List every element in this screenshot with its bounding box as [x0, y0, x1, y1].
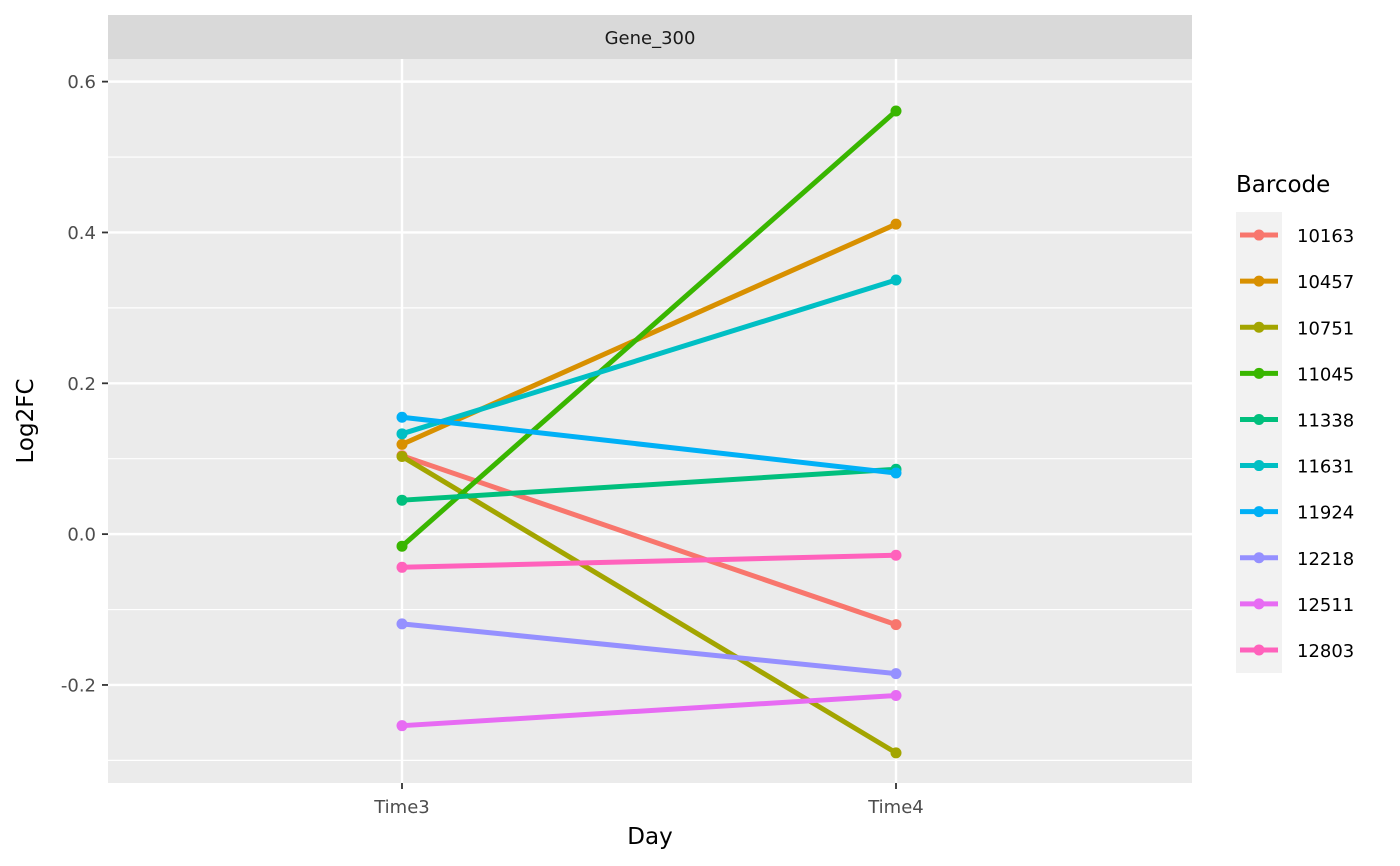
legend-key-point — [1253, 598, 1265, 610]
legend-label: 11338 — [1297, 410, 1354, 431]
legend-key-point — [1253, 367, 1265, 379]
legend-key-point — [1253, 229, 1265, 241]
y-tick-label: 0.6 — [67, 72, 96, 93]
data-point — [396, 494, 408, 506]
x-axis: Time3 Time4 — [373, 783, 924, 818]
legend-label: 11631 — [1297, 457, 1354, 478]
data-point — [396, 561, 408, 573]
legend-key-point — [1253, 552, 1265, 564]
legend-label: 11924 — [1297, 503, 1354, 524]
y-axis-title: Log2FC — [13, 378, 39, 463]
series-11631 — [396, 274, 902, 440]
data-point — [396, 540, 408, 552]
legend-title: Barcode — [1236, 172, 1330, 198]
series-line — [401, 693, 897, 729]
legend-item: 12218 — [1240, 549, 1354, 570]
series-line — [401, 277, 897, 437]
legend-item: 10457 — [1240, 272, 1354, 293]
minor-gridlines — [108, 156, 1192, 761]
data-point — [396, 411, 408, 423]
x-tick-label: Time3 — [373, 797, 430, 818]
data-point — [396, 450, 408, 462]
data-point — [396, 618, 408, 630]
facet-strip — [108, 15, 1192, 59]
legend-item: 11924 — [1240, 503, 1354, 524]
legend-key-point — [1253, 460, 1265, 472]
series-line — [401, 453, 897, 627]
legend-key-point — [1253, 506, 1265, 518]
legend-key-point — [1253, 413, 1265, 425]
series-12803 — [396, 549, 902, 573]
x-axis-title: Day — [627, 824, 672, 850]
data-point — [890, 274, 902, 286]
data-point — [890, 619, 902, 631]
data-point — [890, 467, 902, 479]
y-tick-label: 0.2 — [67, 374, 96, 395]
series-12511 — [396, 690, 902, 732]
series-line — [400, 454, 898, 755]
legend-item: 12511 — [1240, 595, 1354, 616]
y-axis: -0.2 0.0 0.2 0.4 0.6 — [61, 72, 108, 696]
legend-label: 10751 — [1297, 318, 1354, 339]
series-12218 — [396, 618, 902, 680]
data-point — [396, 428, 408, 440]
legend-label: 10163 — [1297, 226, 1354, 247]
legend-key-point — [1253, 321, 1265, 333]
series-line — [401, 621, 897, 677]
data-point — [396, 438, 408, 450]
legend-item: 11631 — [1240, 457, 1354, 478]
series-line — [401, 466, 897, 503]
series-11924 — [396, 411, 902, 479]
data-point — [890, 105, 902, 117]
series-11045 — [396, 105, 902, 552]
legend-item: 10751 — [1240, 318, 1354, 339]
legend-label: 10457 — [1297, 272, 1354, 293]
legend: 10163 10457 10751 11045 11338 11631 11924 12218… — [1236, 212, 1354, 673]
y-tick-label: 0.0 — [67, 525, 96, 546]
legend-label: 12803 — [1297, 641, 1354, 662]
legend-label: 11045 — [1297, 364, 1354, 385]
data-point — [396, 720, 408, 732]
y-tick-label: 0.4 — [67, 223, 96, 244]
legend-item: 10163 — [1240, 226, 1354, 247]
series-line — [401, 552, 897, 570]
series-line — [401, 414, 897, 476]
legend-key-background — [1236, 212, 1282, 673]
legend-label: 12218 — [1297, 549, 1354, 570]
data-point — [890, 218, 902, 230]
data-point — [890, 747, 902, 759]
facet-strip-label: Gene_300 — [605, 28, 696, 49]
legend-item: 11045 — [1240, 364, 1354, 385]
legend-key-point — [1253, 275, 1265, 287]
y-tick-label: -0.2 — [61, 675, 96, 696]
data-point — [890, 549, 902, 561]
legend-label: 12511 — [1297, 595, 1354, 616]
series-10751 — [396, 450, 902, 759]
legend-key-point — [1253, 644, 1265, 656]
data-point — [890, 668, 902, 680]
legend-item: 12803 — [1240, 641, 1354, 662]
series-line — [400, 109, 898, 549]
series-layer — [396, 105, 902, 759]
plot-panel — [108, 59, 1192, 783]
x-tick-label: Time4 — [867, 797, 924, 818]
data-point — [890, 690, 902, 702]
legend-item: 11338 — [1240, 410, 1354, 431]
